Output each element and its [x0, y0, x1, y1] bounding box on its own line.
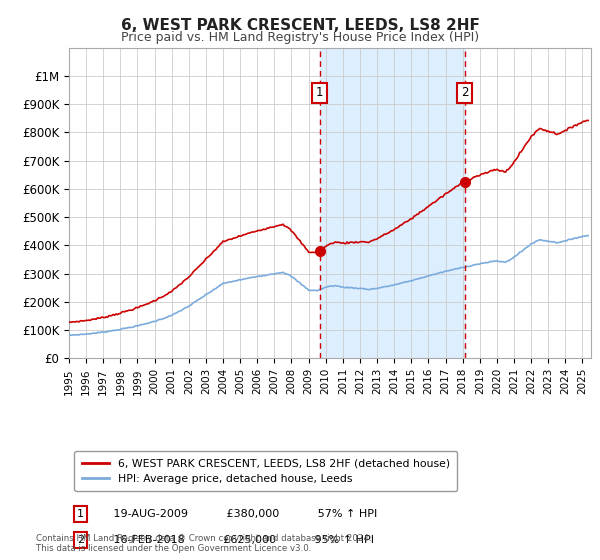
Legend: 6, WEST PARK CRESCENT, LEEDS, LS8 2HF (detached house), HPI: Average price, deta: 6, WEST PARK CRESCENT, LEEDS, LS8 2HF (d… — [74, 451, 457, 492]
Text: 19-AUG-2009           £380,000           57% ↑ HPI: 19-AUG-2009 £380,000 57% ↑ HPI — [103, 509, 377, 519]
Text: 16-FEB-2018           £625,000           95% ↑ HPI: 16-FEB-2018 £625,000 95% ↑ HPI — [103, 535, 374, 545]
Text: Price paid vs. HM Land Registry's House Price Index (HPI): Price paid vs. HM Land Registry's House … — [121, 31, 479, 44]
Text: 2: 2 — [77, 535, 84, 545]
Text: 1: 1 — [77, 509, 84, 519]
Text: 1: 1 — [316, 86, 323, 99]
Text: 2: 2 — [461, 86, 469, 99]
Text: Contains HM Land Registry data © Crown copyright and database right 2024.
This d: Contains HM Land Registry data © Crown c… — [36, 534, 371, 553]
Text: 6, WEST PARK CRESCENT, LEEDS, LS8 2HF: 6, WEST PARK CRESCENT, LEEDS, LS8 2HF — [121, 18, 479, 33]
Bar — [320, 48, 464, 358]
